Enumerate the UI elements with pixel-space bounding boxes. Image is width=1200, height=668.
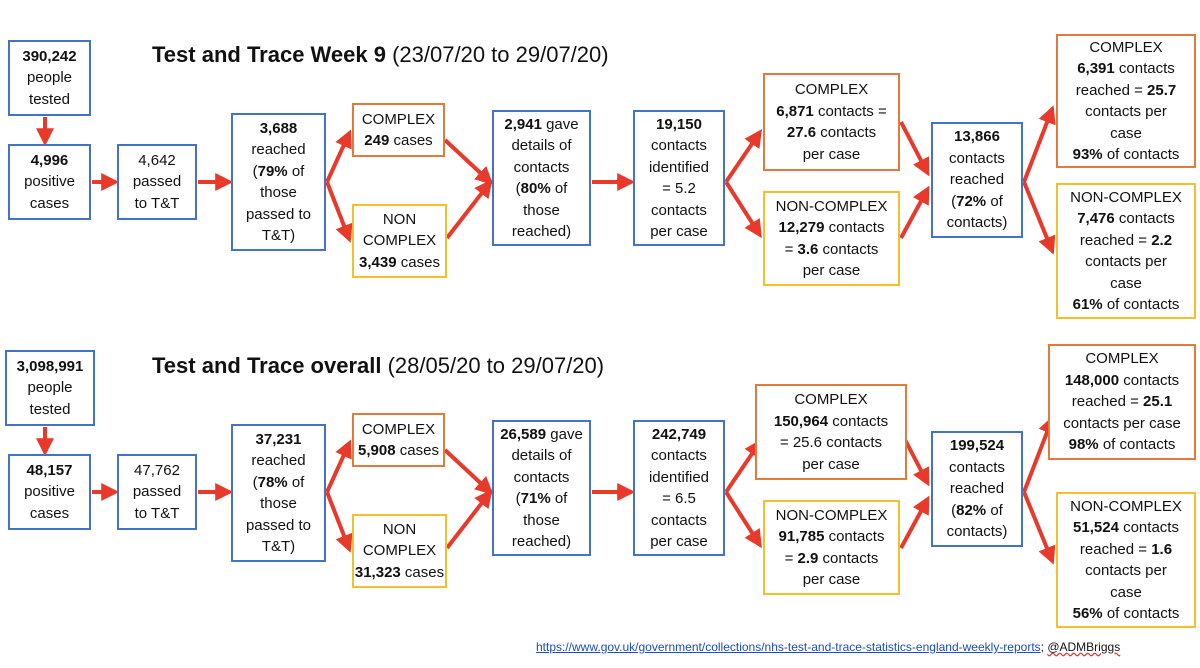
complex-cases-box: COMPLEX 5,908 cases <box>352 413 445 467</box>
arrow-reached-to-complex <box>325 129 352 183</box>
noncomplex-cases-box: NON COMPLEX 31,323 cases <box>352 514 447 588</box>
contacts-reached-box: 13,866 contacts reached (72% of contacts… <box>931 122 1023 238</box>
arrow-reached-to-complex <box>325 439 352 493</box>
noncomplex-reached-box: NON-COMPLEX 7,476 contacts reached = 2.2… <box>1056 183 1196 319</box>
people-tested-box: 390,242 people tested <box>8 40 91 116</box>
arrow-reached-to-complex-reached <box>1022 105 1056 183</box>
arrow-identified-to-noncomplex-contacts <box>724 180 762 239</box>
gave-details-box: 2,941 gave details of contacts (80% of t… <box>492 110 591 246</box>
people-tested-box: 3,098,991 people tested <box>5 350 95 426</box>
positive-cases-box: 4,996 positive cases <box>8 144 91 220</box>
arrow-complex-contacts-to-reached <box>899 121 930 177</box>
arrow-reached-to-complex-reached <box>1022 415 1056 493</box>
arrow-noncomplex-to-details <box>445 489 493 550</box>
complex-reached-box: COMPLEX 6,391 contacts reached = 25.7 co… <box>1056 34 1196 168</box>
arrow-noncomplex-contacts-to-reached <box>899 185 930 239</box>
passed-to-tt-box: 47,762 passed to T&T <box>117 454 197 530</box>
reached-box: 3,688 reached (79% of those passed to T&T… <box>231 113 326 251</box>
arrow-noncomplex-contacts-to-reached <box>899 495 930 549</box>
arrow-reached-to-noncomplex-reached <box>1022 491 1056 565</box>
arrow-identified-to-complex-contacts <box>724 129 763 184</box>
noncomplex-reached-box: NON-COMPLEX 51,524 contacts reached = 1.… <box>1056 492 1196 628</box>
contacts-identified-box: 242,749 contacts identified = 6.5 contac… <box>633 420 725 556</box>
passed-to-tt-box: 4,642 passed to T&T <box>117 144 197 220</box>
arrow-noncomplex-to-details <box>445 179 493 240</box>
source-footer: https://www.gov.uk/government/collection… <box>536 640 1120 654</box>
arrow-reached-to-noncomplex-reached <box>1022 181 1056 255</box>
arrow-identified-to-noncomplex-contacts <box>724 490 762 549</box>
section-title: Test and Trace overall (28/05/20 to 29/0… <box>152 353 604 379</box>
arrow-reached-to-noncomplex <box>325 181 353 243</box>
arrow-identified-to-complex-contacts <box>724 439 763 494</box>
arrow-complex-to-details <box>443 448 494 495</box>
noncomplex-contacts-box: NON-COMPLEX 12,279 contacts = 3.6 contac… <box>763 191 900 286</box>
arrow-complex-to-details <box>443 138 494 185</box>
complex-contacts-box: COMPLEX 150,964 contacts = 25.6 contacts… <box>755 384 907 480</box>
arrow-reached-to-noncomplex <box>325 491 353 553</box>
gave-details-box: 26,589 gave details of contacts (71% of … <box>492 420 591 556</box>
noncomplex-cases-box: NON COMPLEX 3,439 cases <box>352 204 447 278</box>
title-main: Test and Trace overall <box>152 353 382 378</box>
complex-cases-box: COMPLEX 249 cases <box>352 103 445 157</box>
author-handle: @ADMBriggs <box>1047 640 1121 654</box>
section-title: Test and Trace Week 9 (23/07/20 to 29/07… <box>152 42 609 68</box>
reached-box: 37,231 reached (78% of those passed to T&… <box>231 424 326 562</box>
title-main: Test and Trace Week 9 <box>152 42 386 67</box>
noncomplex-contacts-box: NON-COMPLEX 91,785 contacts = 2.9 contac… <box>763 500 900 595</box>
source-link[interactable]: https://www.gov.uk/government/collection… <box>536 640 1041 654</box>
contacts-reached-box: 199,524 contacts reached (82% of contact… <box>931 431 1023 547</box>
contacts-identified-box: 19,150 contacts identified = 5.2 contact… <box>633 110 725 246</box>
complex-reached-box: COMPLEX 148,000 contacts reached = 25.1 … <box>1048 344 1196 460</box>
title-dates: (23/07/20 to 29/07/20) <box>392 42 609 67</box>
title-dates: (28/05/20 to 29/07/20) <box>387 353 605 378</box>
footer-separator: ; <box>1040 640 1048 654</box>
complex-contacts-box: COMPLEX 6,871 contacts = 27.6 contacts p… <box>763 73 900 171</box>
positive-cases-box: 48,157 positive cases <box>8 454 91 530</box>
